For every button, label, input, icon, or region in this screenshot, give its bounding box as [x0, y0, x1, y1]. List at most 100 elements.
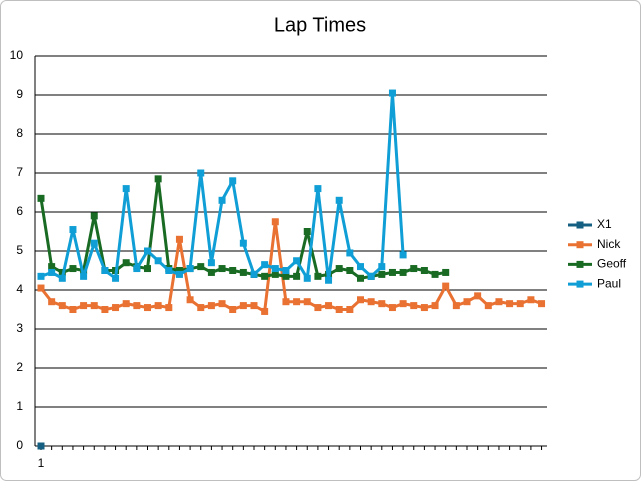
- marker: [69, 226, 77, 234]
- marker: [335, 306, 343, 313]
- marker: [250, 302, 258, 310]
- marker: [239, 268, 247, 276]
- y-tick-label: 1: [16, 399, 23, 413]
- marker: [154, 175, 162, 183]
- marker: [314, 272, 322, 280]
- y-tick-label: 6: [16, 204, 23, 218]
- marker: [420, 304, 428, 312]
- marker: [207, 268, 215, 276]
- marker: [442, 268, 450, 276]
- marker: [37, 284, 45, 292]
- marker: [399, 251, 407, 259]
- marker: [346, 249, 354, 257]
- marker: [207, 259, 215, 267]
- legend-marker: [576, 221, 584, 229]
- marker: [229, 306, 237, 313]
- marker: [303, 298, 311, 306]
- marker: [37, 194, 45, 202]
- marker: [399, 268, 407, 276]
- marker: [516, 300, 524, 308]
- marker: [357, 263, 364, 271]
- marker: [282, 298, 290, 306]
- marker: [218, 265, 226, 273]
- marker: [48, 268, 56, 276]
- marker: [37, 272, 45, 280]
- chart-title: Lap Times: [274, 14, 366, 36]
- marker: [271, 265, 279, 273]
- marker: [463, 298, 471, 306]
- marker: [197, 169, 205, 177]
- marker: [367, 272, 375, 280]
- marker: [325, 302, 333, 310]
- marker: [122, 259, 130, 267]
- marker: [101, 267, 109, 274]
- marker: [186, 296, 194, 304]
- marker: [271, 270, 279, 278]
- marker: [197, 304, 205, 312]
- marker: [229, 267, 237, 274]
- marker: [378, 300, 386, 308]
- marker: [325, 276, 333, 284]
- y-tick-label: 7: [16, 165, 23, 179]
- y-tick-label: 8: [16, 126, 23, 140]
- marker: [538, 300, 546, 308]
- legend-label: Nick: [597, 237, 621, 251]
- marker: [303, 228, 311, 235]
- marker: [101, 306, 109, 313]
- y-tick-label: 3: [16, 321, 23, 335]
- marker: [388, 89, 396, 97]
- marker: [48, 263, 56, 271]
- marker: [293, 298, 301, 306]
- marker: [335, 196, 343, 204]
- marker: [218, 300, 226, 308]
- marker: [506, 300, 514, 308]
- y-tick-label: 9: [16, 87, 23, 101]
- marker: [239, 302, 247, 310]
- marker: [90, 302, 98, 310]
- marker: [144, 265, 151, 273]
- marker: [112, 274, 120, 282]
- marker: [58, 302, 66, 310]
- marker: [388, 304, 396, 312]
- marker: [346, 306, 354, 313]
- legend-label: Geoff: [597, 257, 627, 271]
- marker: [218, 196, 226, 204]
- marker: [207, 302, 215, 310]
- legend-marker: [576, 260, 584, 268]
- marker: [154, 302, 162, 310]
- marker: [346, 267, 354, 274]
- marker: [303, 274, 311, 282]
- marker: [357, 296, 364, 304]
- marker: [293, 272, 301, 280]
- y-tick-label: 0: [16, 438, 23, 452]
- marker: [112, 304, 120, 312]
- y-tick-label: 4: [16, 282, 23, 296]
- marker: [239, 239, 247, 247]
- marker: [37, 442, 45, 450]
- marker: [154, 257, 162, 265]
- marker: [229, 177, 237, 185]
- marker: [378, 263, 386, 271]
- marker: [314, 304, 322, 312]
- marker: [175, 235, 183, 243]
- marker: [58, 274, 66, 282]
- marker: [431, 270, 439, 278]
- marker: [282, 272, 290, 280]
- marker: [69, 265, 77, 273]
- marker: [410, 265, 418, 273]
- marker: [186, 265, 194, 273]
- marker: [69, 306, 77, 313]
- marker: [410, 302, 418, 310]
- marker: [271, 218, 279, 226]
- marker: [122, 185, 130, 193]
- marker: [474, 292, 482, 300]
- marker: [293, 257, 301, 265]
- marker: [90, 212, 98, 220]
- marker: [80, 302, 88, 310]
- y-tick-label: 5: [16, 243, 23, 257]
- marker: [495, 298, 503, 306]
- marker: [175, 267, 183, 274]
- marker: [133, 265, 141, 273]
- marker: [261, 261, 269, 269]
